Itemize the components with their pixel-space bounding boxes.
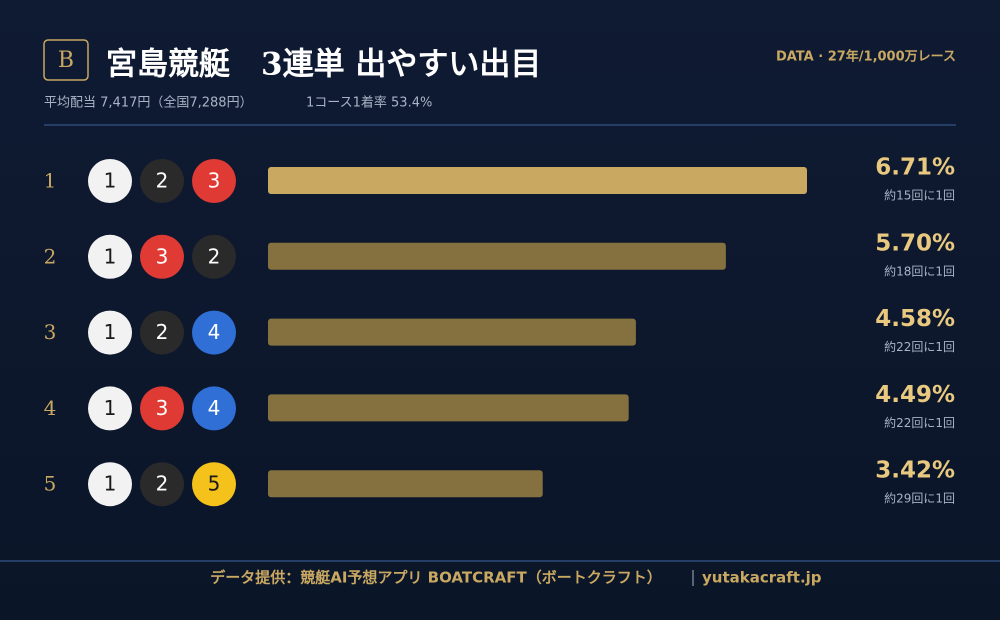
boat-number: 2 <box>156 320 169 344</box>
credit: データ提供：競艇AI予想アプリ BOATCRAFT（ボートクラフト） <box>210 569 662 587</box>
value-label: 3.42% <box>875 458 955 484</box>
boat-number: 4 <box>208 396 221 420</box>
boat-number: 2 <box>208 244 221 268</box>
boat-circle <box>192 462 236 507</box>
boat-number: 1 <box>104 396 117 420</box>
value-label: 5.70% <box>875 230 955 256</box>
boat-number: 1 <box>104 169 117 193</box>
rank: 1 <box>44 169 57 193</box>
subtitle: 平均配当 7,417円（全国7,288円） <box>44 95 253 111</box>
boat-number: 1 <box>104 320 117 344</box>
boat-circle <box>88 386 132 431</box>
boat-circle <box>192 310 236 355</box>
boat-number: 4 <box>208 320 221 344</box>
boat-number: 3 <box>208 169 221 193</box>
sub-label: 約29回に1回 <box>884 491 955 506</box>
boat-circle <box>140 462 184 507</box>
value-label: 4.49% <box>875 382 955 408</box>
bar <box>268 470 543 498</box>
boat-circle <box>140 310 184 355</box>
boat-number: 3 <box>156 396 169 420</box>
value-label: 6.71% <box>875 155 955 181</box>
boat-circle <box>140 386 184 431</box>
sub-label: 約22回に1回 <box>884 415 955 430</box>
rank: 5 <box>44 472 57 496</box>
boat-circle <box>88 234 132 279</box>
boat-circle <box>192 159 236 203</box>
sub-label: 約15回に1回 <box>884 188 955 203</box>
site: yutakacraft.jp <box>702 569 822 587</box>
boat-circle <box>88 159 132 203</box>
sub-label: 約22回に1回 <box>884 339 955 354</box>
boat-circle <box>192 386 236 431</box>
value-label: 4.58% <box>875 306 955 332</box>
boat-number: 1 <box>104 244 117 268</box>
boat-number: 5 <box>208 472 221 496</box>
boat-number: 1 <box>104 472 117 496</box>
bar <box>268 167 807 194</box>
source: DATA · 27年/1,000万レース <box>776 49 956 65</box>
boat-circle <box>140 234 184 279</box>
rank: 2 <box>44 244 57 268</box>
boat-number: 2 <box>156 472 169 496</box>
bar <box>268 394 629 422</box>
badge: B <box>58 48 74 73</box>
bar <box>268 242 726 270</box>
title: 宮島競艇 3連単 出やすい出目 <box>106 47 541 83</box>
boat-circle <box>88 462 132 507</box>
rank: 4 <box>44 396 57 420</box>
rank: 3 <box>44 320 57 344</box>
subtitle: 1コース1着率 53.4% <box>306 95 432 111</box>
sub-label: 約18回に1回 <box>884 263 955 278</box>
boat-circle <box>88 310 132 355</box>
boat-circle <box>192 234 236 279</box>
boat-circle <box>140 159 184 203</box>
bar <box>268 318 636 346</box>
badge-frame <box>43 39 89 81</box>
boat-number: 3 <box>156 244 169 268</box>
boat-number: 2 <box>156 169 169 193</box>
